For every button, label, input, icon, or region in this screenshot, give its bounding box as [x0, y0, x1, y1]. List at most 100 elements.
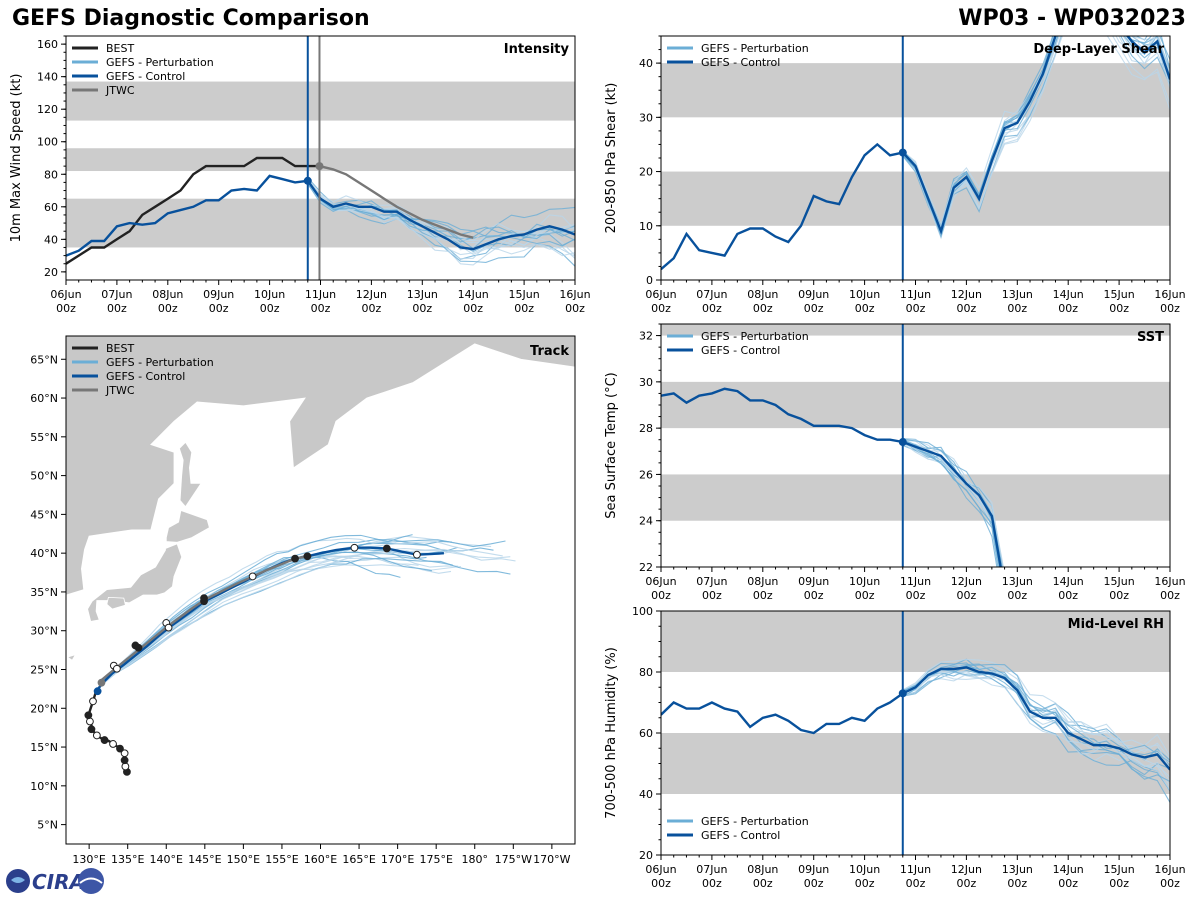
- track-position-marker: [89, 697, 97, 706]
- x-tick-date: 11Jun: [900, 288, 931, 301]
- series-jtwc: [319, 164, 474, 239]
- x-tick-date: 08Jun: [152, 288, 183, 301]
- panel-title: Track: [530, 344, 569, 359]
- x-tick-hour: 00z: [565, 302, 585, 315]
- y-tick-label: 60: [639, 727, 653, 740]
- y-tick-label: 0: [646, 274, 653, 287]
- x-tick-date: 16Jun: [1154, 863, 1185, 876]
- page-title: GEFS Diagnostic Comparison: [12, 6, 370, 31]
- x-tick-date: 09Jun: [203, 288, 234, 301]
- x-tick-hour: 00z: [412, 302, 432, 315]
- perturbation-line: [902, 674, 1170, 782]
- point-marker: [898, 689, 907, 698]
- lat-tick-label: 20°N: [30, 702, 58, 715]
- x-tick-hour: 00z: [1109, 589, 1129, 602]
- lat-tick-label: 25°N: [30, 663, 58, 676]
- y-axis-label: Sea Surface Temp (°C): [604, 372, 619, 519]
- track-position-marker: [350, 543, 359, 552]
- land-mass: [165, 509, 210, 543]
- shade-band: [66, 81, 575, 121]
- x-tick-hour: 00z: [753, 589, 773, 602]
- x-tick-hour: 00z: [1007, 877, 1027, 890]
- legend-label: GEFS - Control: [701, 344, 780, 357]
- lon-tick-label: 135°E: [111, 853, 144, 866]
- plot-area: [66, 81, 575, 267]
- series-gefs-control: [661, 666, 1170, 771]
- x-tick-hour: 00z: [1109, 302, 1129, 315]
- x-tick-date: 13Jun: [1002, 575, 1033, 588]
- legend-label: GEFS - Control: [701, 829, 780, 842]
- x-tick-hour: 00z: [702, 302, 722, 315]
- track-position-marker: [93, 687, 102, 696]
- x-tick-hour: 00z: [651, 877, 671, 890]
- perturbation-line: [902, 658, 1170, 778]
- y-tick-label: 40: [639, 788, 653, 801]
- y-axis-label: 700-500 hPa Humidity (%): [604, 647, 619, 819]
- y-tick-label: 140: [37, 71, 58, 84]
- x-tick-date: 10Jun: [849, 575, 880, 588]
- track-position-marker: [109, 740, 117, 748]
- y-tick-label: 30: [639, 376, 653, 389]
- series-gefs-control: [661, 387, 1002, 567]
- y-tick-label: 30: [639, 111, 653, 124]
- land-mass: [66, 336, 575, 596]
- lon-tick-label: 140°E: [150, 853, 183, 866]
- x-tick-date: 12Jun: [951, 575, 982, 588]
- perturbation-line: [902, 36, 1170, 226]
- y-axis-label: 10m Max Wind Speed (kt): [9, 74, 24, 243]
- x-tick-date: 14Jun: [458, 288, 489, 301]
- lat-tick-label: 50°N: [30, 470, 58, 483]
- x-tick-date: 09Jun: [798, 863, 829, 876]
- legend-label: GEFS - Perturbation: [701, 330, 809, 343]
- land-mass: [87, 543, 183, 622]
- y-tick-label: 40: [639, 57, 653, 70]
- x-tick-hour: 00z: [702, 877, 722, 890]
- lat-tick-label: 10°N: [30, 780, 58, 793]
- y-tick-label: 160: [37, 38, 58, 51]
- legend-label: GEFS - Perturbation: [701, 815, 809, 828]
- shade-band: [661, 171, 1170, 226]
- series-gefs-control: [66, 174, 575, 257]
- x-tick-date: 07Jun: [101, 288, 132, 301]
- x-tick-hour: 00z: [1109, 877, 1129, 890]
- perturbation-track: [95, 542, 494, 692]
- point-marker: [303, 176, 312, 185]
- perturbation-line: [307, 182, 575, 267]
- perturbation-track: [95, 548, 427, 692]
- y-tick-label: 20: [639, 166, 653, 179]
- lat-tick-label: 35°N: [30, 586, 58, 599]
- perturbation-line: [902, 36, 1170, 239]
- track-position-marker: [120, 756, 129, 765]
- x-tick-date: 09Jun: [798, 288, 829, 301]
- x-tick-date: 09Jun: [798, 575, 829, 588]
- track-position-marker: [248, 572, 257, 581]
- x-tick-hour: 00z: [957, 877, 977, 890]
- track-position-marker: [113, 664, 121, 673]
- perturbation-track: [95, 537, 397, 692]
- lat-tick-label: 15°N: [30, 741, 58, 754]
- track-position-marker: [86, 717, 94, 726]
- x-tick-hour: 00z: [1007, 302, 1027, 315]
- y-tick-label: 80: [44, 168, 58, 181]
- shade-band: [66, 148, 575, 172]
- point-marker: [898, 438, 907, 447]
- shade-band: [661, 324, 1170, 336]
- y-tick-label: 10: [639, 220, 653, 233]
- panel-shear: 01020304006Jun00z07Jun00z08Jun00z09Jun00…: [604, 35, 1186, 315]
- panel-title: Mid-Level RH: [1068, 617, 1164, 632]
- y-tick-label: 40: [44, 233, 58, 246]
- x-tick-hour: 00z: [1058, 589, 1078, 602]
- x-tick-hour: 00z: [1160, 302, 1180, 315]
- perturbation-track: [95, 549, 511, 692]
- point-marker: [315, 162, 324, 171]
- x-tick-hour: 00z: [753, 877, 773, 890]
- x-tick-hour: 00z: [158, 302, 178, 315]
- lat-tick-label: 65°N: [30, 353, 58, 366]
- track-position-marker: [382, 544, 391, 553]
- x-tick-date: 06Jun: [645, 863, 676, 876]
- y-tick-label: 20: [44, 266, 58, 279]
- lon-tick-label: 175°E: [419, 853, 452, 866]
- x-tick-date: 14Jun: [1053, 575, 1084, 588]
- y-axis-label: 200-850 hPa Shear (kt): [604, 83, 619, 234]
- track-position-marker: [84, 711, 93, 720]
